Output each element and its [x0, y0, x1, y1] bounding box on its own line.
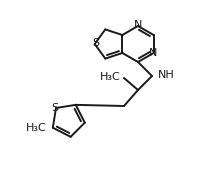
Text: N: N [148, 48, 157, 58]
Text: NH: NH [158, 70, 175, 80]
Text: S: S [92, 38, 99, 48]
Text: H₃C: H₃C [26, 123, 47, 133]
Text: N: N [134, 20, 142, 30]
Text: S: S [51, 103, 59, 113]
Text: H₃C: H₃C [100, 72, 121, 82]
